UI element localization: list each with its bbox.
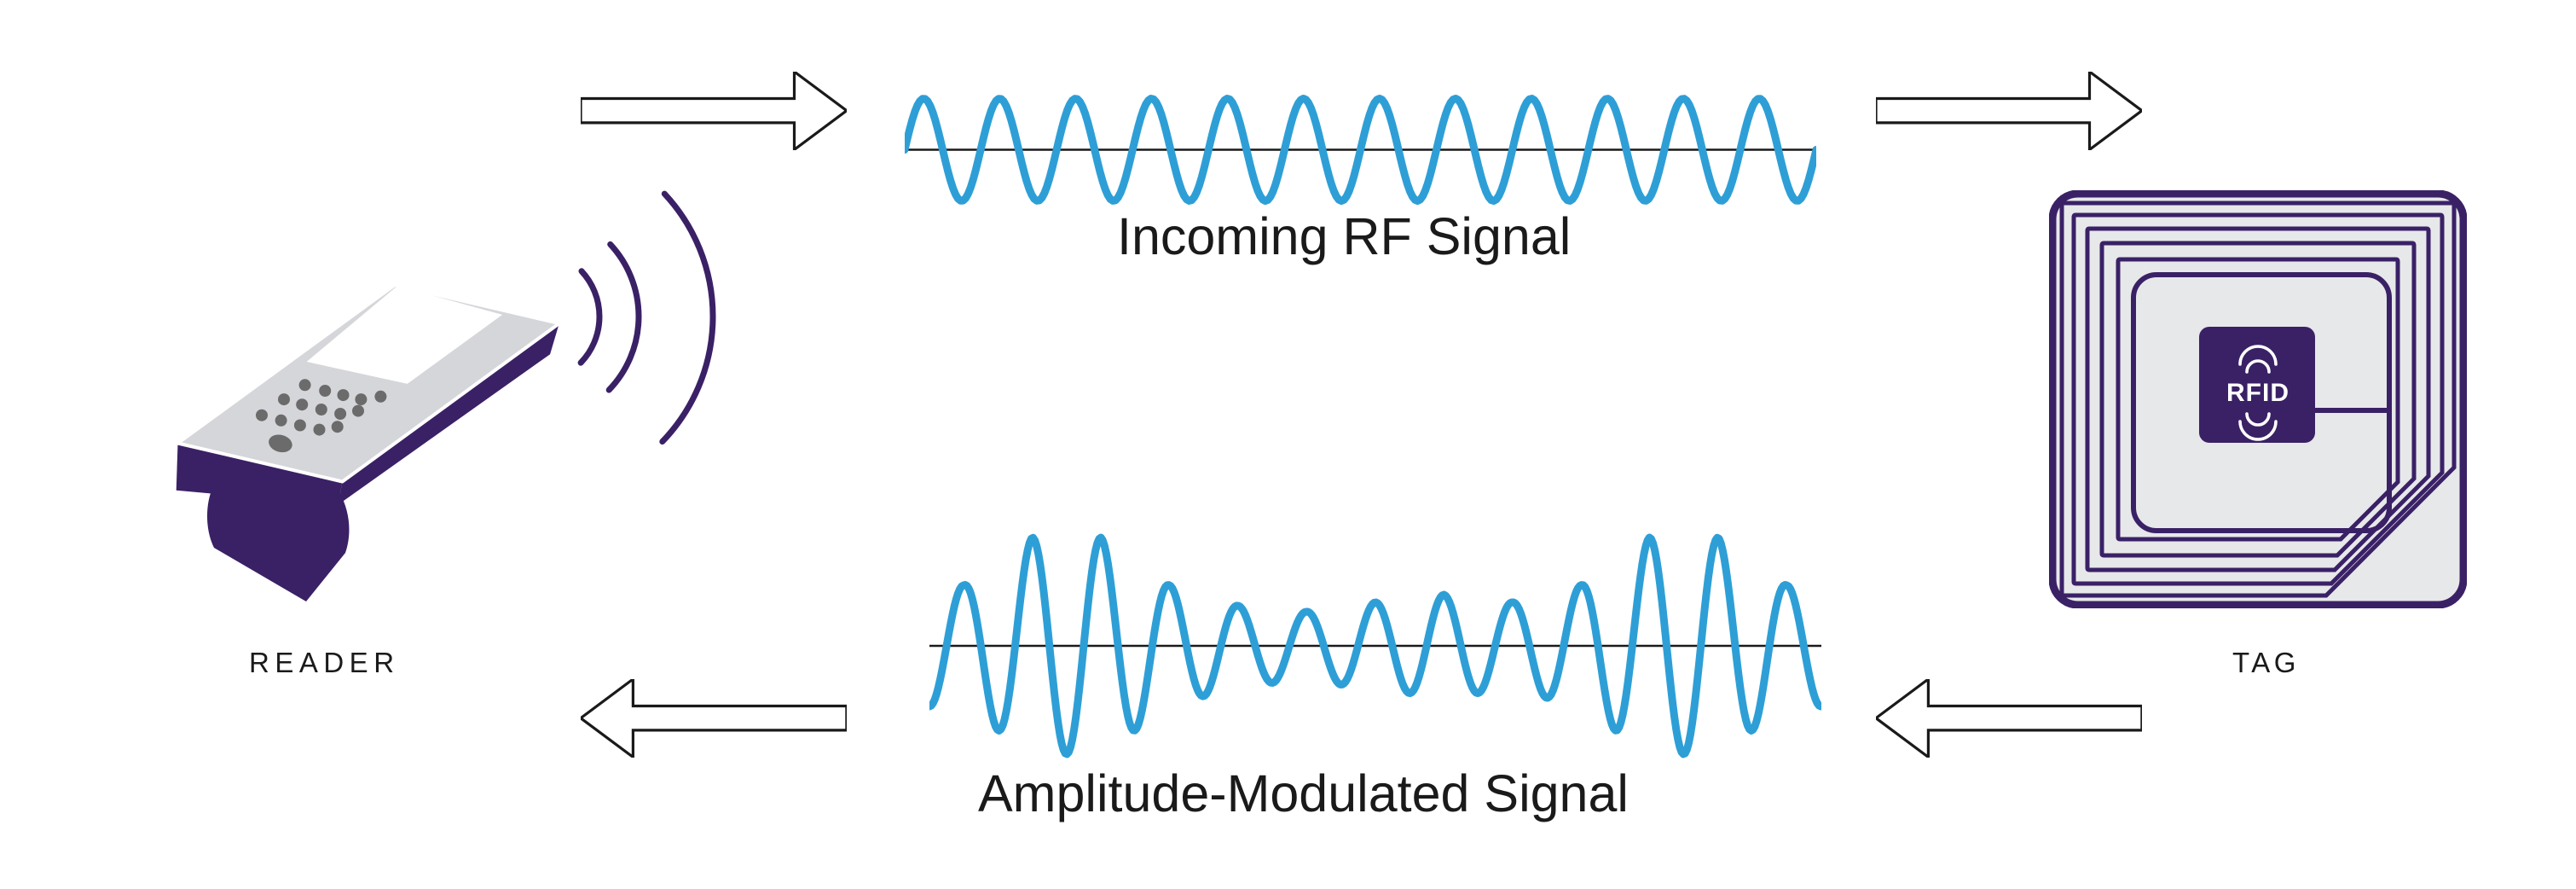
svg-text:RFID: RFID xyxy=(2226,379,2289,407)
